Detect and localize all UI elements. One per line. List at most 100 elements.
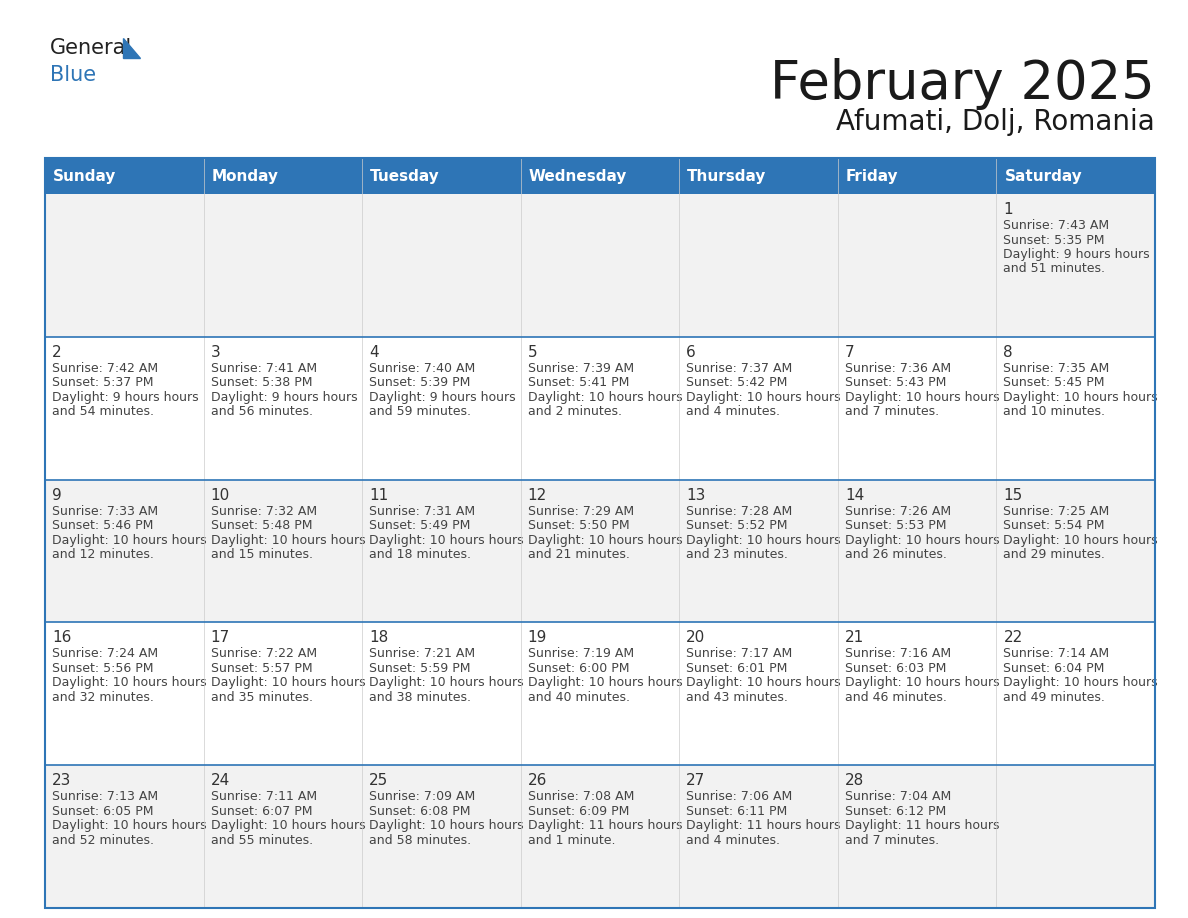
Text: Sunset: 5:38 PM: Sunset: 5:38 PM bbox=[210, 376, 312, 389]
Text: Sunrise: 7:32 AM: Sunrise: 7:32 AM bbox=[210, 505, 317, 518]
Bar bbox=[203, 337, 362, 479]
Text: Sunrise: 7:19 AM: Sunrise: 7:19 AM bbox=[527, 647, 634, 660]
Text: Sunset: 5:46 PM: Sunset: 5:46 PM bbox=[52, 519, 153, 532]
Text: Sunrise: 7:21 AM: Sunrise: 7:21 AM bbox=[369, 647, 475, 660]
Text: Sunrise: 7:40 AM: Sunrise: 7:40 AM bbox=[369, 362, 475, 375]
Text: Daylight: 10 hours hours: Daylight: 10 hours hours bbox=[210, 819, 365, 833]
Text: Daylight: 10 hours hours: Daylight: 10 hours hours bbox=[1004, 533, 1158, 546]
Text: 7: 7 bbox=[845, 345, 854, 360]
Text: General: General bbox=[50, 38, 132, 58]
Text: Sunrise: 7:11 AM: Sunrise: 7:11 AM bbox=[210, 790, 317, 803]
Text: Daylight: 10 hours hours: Daylight: 10 hours hours bbox=[1004, 391, 1158, 404]
Text: and 38 minutes.: and 38 minutes. bbox=[369, 691, 472, 704]
Bar bbox=[45, 622, 203, 766]
Text: and 49 minutes.: and 49 minutes. bbox=[1004, 691, 1105, 704]
Text: 4: 4 bbox=[369, 345, 379, 360]
Text: and 46 minutes.: and 46 minutes. bbox=[845, 691, 947, 704]
Text: 19: 19 bbox=[527, 631, 548, 645]
Text: 13: 13 bbox=[687, 487, 706, 502]
Text: Daylight: 9 hours hours: Daylight: 9 hours hours bbox=[210, 391, 358, 404]
Text: Sunrise: 7:37 AM: Sunrise: 7:37 AM bbox=[687, 362, 792, 375]
Bar bbox=[203, 622, 362, 766]
Bar bbox=[45, 194, 203, 337]
Bar bbox=[838, 766, 997, 908]
Bar bbox=[520, 194, 680, 337]
Text: Monday: Monday bbox=[211, 169, 278, 184]
Bar bbox=[362, 766, 520, 908]
Text: 23: 23 bbox=[52, 773, 71, 789]
Bar bbox=[45, 479, 203, 622]
Text: and 18 minutes.: and 18 minutes. bbox=[369, 548, 472, 561]
Text: Sunset: 5:59 PM: Sunset: 5:59 PM bbox=[369, 662, 470, 675]
Bar bbox=[680, 194, 838, 337]
Bar bbox=[362, 337, 520, 479]
Text: and 15 minutes.: and 15 minutes. bbox=[210, 548, 312, 561]
Text: Sunset: 5:57 PM: Sunset: 5:57 PM bbox=[210, 662, 312, 675]
Text: Sunset: 5:42 PM: Sunset: 5:42 PM bbox=[687, 376, 788, 389]
Text: and 32 minutes.: and 32 minutes. bbox=[52, 691, 154, 704]
Text: and 10 minutes.: and 10 minutes. bbox=[1004, 406, 1105, 419]
Text: Sunset: 5:45 PM: Sunset: 5:45 PM bbox=[1004, 376, 1105, 389]
Text: Sunset: 5:39 PM: Sunset: 5:39 PM bbox=[369, 376, 470, 389]
Text: Wednesday: Wednesday bbox=[529, 169, 627, 184]
Bar bbox=[520, 337, 680, 479]
Text: Sunrise: 7:28 AM: Sunrise: 7:28 AM bbox=[687, 505, 792, 518]
Text: 27: 27 bbox=[687, 773, 706, 789]
Text: Sunset: 6:05 PM: Sunset: 6:05 PM bbox=[52, 805, 153, 818]
Text: 10: 10 bbox=[210, 487, 229, 502]
Text: Sunrise: 7:33 AM: Sunrise: 7:33 AM bbox=[52, 505, 158, 518]
Text: 15: 15 bbox=[1004, 487, 1023, 502]
Text: and 1 minute.: and 1 minute. bbox=[527, 834, 615, 846]
Text: and 4 minutes.: and 4 minutes. bbox=[687, 406, 781, 419]
Text: Daylight: 9 hours hours: Daylight: 9 hours hours bbox=[369, 391, 516, 404]
Bar bbox=[362, 622, 520, 766]
Text: Daylight: 10 hours hours: Daylight: 10 hours hours bbox=[845, 391, 999, 404]
Bar bbox=[203, 766, 362, 908]
Text: Sunset: 6:03 PM: Sunset: 6:03 PM bbox=[845, 662, 946, 675]
Text: Daylight: 10 hours hours: Daylight: 10 hours hours bbox=[687, 533, 841, 546]
Text: 8: 8 bbox=[1004, 345, 1013, 360]
Text: 1: 1 bbox=[1004, 202, 1013, 217]
Bar bbox=[203, 194, 362, 337]
Text: Sunrise: 7:43 AM: Sunrise: 7:43 AM bbox=[1004, 219, 1110, 232]
Text: 25: 25 bbox=[369, 773, 388, 789]
Text: 12: 12 bbox=[527, 487, 546, 502]
Text: 20: 20 bbox=[687, 631, 706, 645]
Text: Sunset: 6:01 PM: Sunset: 6:01 PM bbox=[687, 662, 788, 675]
Text: Sunset: 6:12 PM: Sunset: 6:12 PM bbox=[845, 805, 946, 818]
Text: Sunset: 6:04 PM: Sunset: 6:04 PM bbox=[1004, 662, 1105, 675]
Text: and 23 minutes.: and 23 minutes. bbox=[687, 548, 788, 561]
Text: Sunset: 6:07 PM: Sunset: 6:07 PM bbox=[210, 805, 312, 818]
Text: Daylight: 10 hours hours: Daylight: 10 hours hours bbox=[687, 391, 841, 404]
Text: Sunrise: 7:41 AM: Sunrise: 7:41 AM bbox=[210, 362, 317, 375]
Text: Daylight: 10 hours hours: Daylight: 10 hours hours bbox=[210, 533, 365, 546]
Text: and 35 minutes.: and 35 minutes. bbox=[210, 691, 312, 704]
Text: and 43 minutes.: and 43 minutes. bbox=[687, 691, 788, 704]
Text: Sunrise: 7:06 AM: Sunrise: 7:06 AM bbox=[687, 790, 792, 803]
Bar bbox=[838, 194, 997, 337]
Text: Daylight: 10 hours hours: Daylight: 10 hours hours bbox=[52, 677, 207, 689]
Text: Daylight: 10 hours hours: Daylight: 10 hours hours bbox=[369, 533, 524, 546]
Text: Sunrise: 7:29 AM: Sunrise: 7:29 AM bbox=[527, 505, 634, 518]
Text: Sunrise: 7:04 AM: Sunrise: 7:04 AM bbox=[845, 790, 952, 803]
Text: 18: 18 bbox=[369, 631, 388, 645]
Bar bbox=[997, 479, 1155, 622]
Text: Sunset: 6:00 PM: Sunset: 6:00 PM bbox=[527, 662, 630, 675]
Bar bbox=[520, 766, 680, 908]
Text: Afumati, Dolj, Romania: Afumati, Dolj, Romania bbox=[836, 108, 1155, 136]
Text: Sunrise: 7:36 AM: Sunrise: 7:36 AM bbox=[845, 362, 950, 375]
Text: and 26 minutes.: and 26 minutes. bbox=[845, 548, 947, 561]
Text: Sunrise: 7:22 AM: Sunrise: 7:22 AM bbox=[210, 647, 317, 660]
Bar bbox=[997, 766, 1155, 908]
Text: Daylight: 11 hours hours: Daylight: 11 hours hours bbox=[687, 819, 841, 833]
Text: and 2 minutes.: and 2 minutes. bbox=[527, 406, 621, 419]
Text: Daylight: 9 hours hours: Daylight: 9 hours hours bbox=[52, 391, 198, 404]
Text: Sunrise: 7:13 AM: Sunrise: 7:13 AM bbox=[52, 790, 158, 803]
Text: Sunrise: 7:09 AM: Sunrise: 7:09 AM bbox=[369, 790, 475, 803]
Text: and 40 minutes.: and 40 minutes. bbox=[527, 691, 630, 704]
Text: Sunday: Sunday bbox=[53, 169, 116, 184]
Text: Daylight: 10 hours hours: Daylight: 10 hours hours bbox=[1004, 677, 1158, 689]
Text: Sunrise: 7:31 AM: Sunrise: 7:31 AM bbox=[369, 505, 475, 518]
Bar bbox=[838, 337, 997, 479]
Text: 3: 3 bbox=[210, 345, 220, 360]
